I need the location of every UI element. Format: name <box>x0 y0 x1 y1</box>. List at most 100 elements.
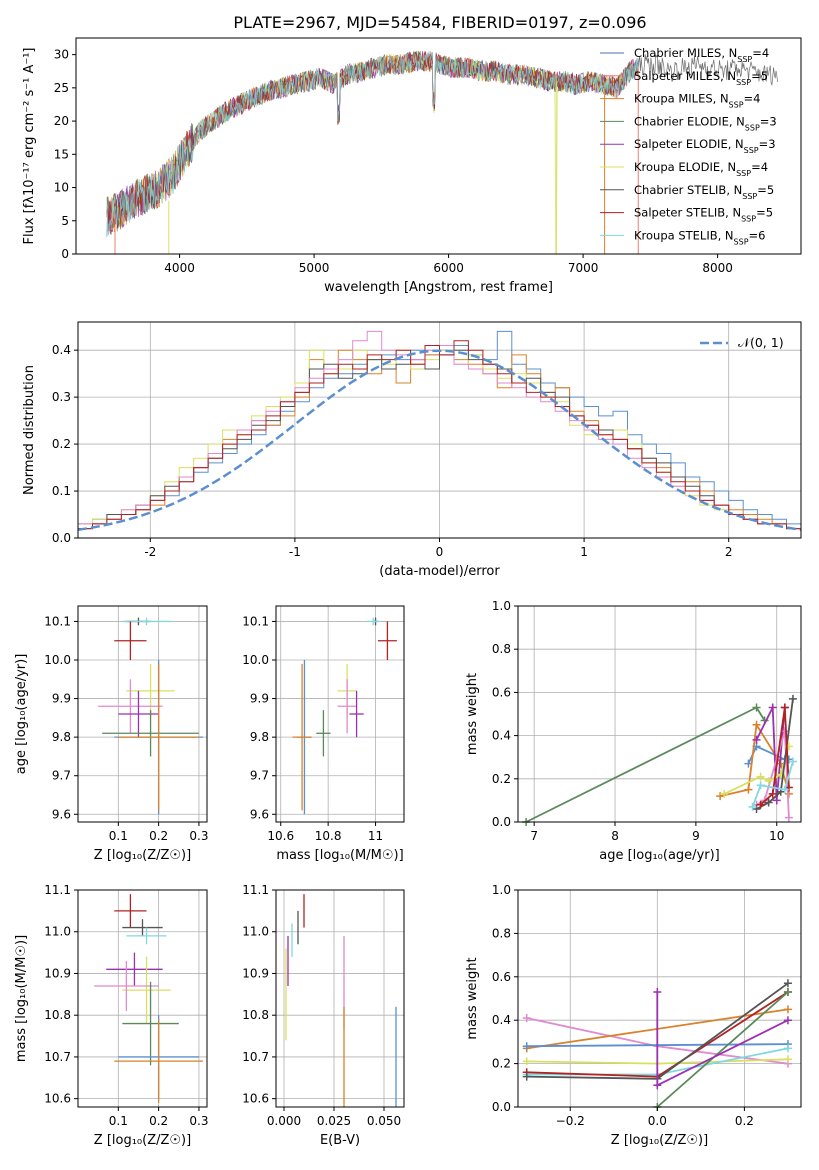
age_vs_mass-ytick-label: 9.8 <box>250 730 269 744</box>
weight_vs_age-point-marker <box>768 789 777 798</box>
spectrum-xtick-label: 7000 <box>568 261 599 275</box>
spectrum-xtick-label: 5000 <box>299 261 330 275</box>
figure-title: PLATE=2967, MJD=54584, FIBERID=0197, z=0… <box>233 13 646 32</box>
weight_vs_Z-point-marker <box>783 979 792 988</box>
residuals-xtick-label: 2 <box>725 545 733 559</box>
residuals-ytick-label: 0.3 <box>52 390 71 404</box>
weight_vs_Z-series-line <box>656 991 789 1108</box>
spectrum-legend-label: Chabrier STELIB, NSSP=5 <box>634 183 774 201</box>
weight_vs_Z-xlabel: Z [log₁₀(Z/Z☉)] <box>611 1133 708 1148</box>
mass_vs_Z-ytick-label: 10.6 <box>44 1092 71 1106</box>
weight_vs_Z-point-marker <box>522 1042 531 1051</box>
age_vs_Z-ylabel: age [log₁₀(age/yr)] <box>14 654 29 775</box>
weight_vs_Z-frame <box>517 889 802 1108</box>
age_vs_Z-ytick-label: 9.7 <box>52 769 71 783</box>
weight_vs_age-point-marker <box>748 802 757 811</box>
weight_vs_age-point-marker <box>780 785 789 794</box>
spectrum-series-line <box>106 50 639 236</box>
weight_vs_age-series-line <box>751 761 794 808</box>
mass_vs_ebv-ytick-label: 10.9 <box>242 966 269 980</box>
residuals-ytick-label: 0.1 <box>52 484 71 498</box>
spectrum-xlabel: wavelength [Angstrom, rest frame] <box>324 280 553 295</box>
spectrum-ytick-label: 20 <box>54 114 69 128</box>
mass_vs_Z-xtick-label: 0.1 <box>109 1114 128 1128</box>
weight_vs_Z-ytick-label: 0.8 <box>492 926 511 940</box>
spectrum-xtick-label: 8000 <box>702 261 733 275</box>
spectrum-frame <box>75 37 802 255</box>
age_vs_Z-ytick-label: 9.6 <box>52 807 71 821</box>
weight_vs_Z-point-marker <box>783 1016 792 1025</box>
weight_vs_Z-xtick-label: 0.2 <box>735 1114 754 1128</box>
age_vs_mass-xtick-label: 10.8 <box>315 829 342 843</box>
spectrum-legend-label: Kroupa MILES, NSSP=4 <box>634 92 760 110</box>
age_vs_mass-frame <box>275 605 405 823</box>
residuals-histogram <box>78 340 801 530</box>
age_vs_mass-ytick-label: 9.9 <box>250 692 269 706</box>
weight_vs_age-point-marker <box>752 805 761 814</box>
spectrum-legend-label: Salpeter ELODIE, NSSP=3 <box>634 137 776 155</box>
weight_vs_Z-ytick-label: 1.0 <box>492 883 511 897</box>
weight_vs_age-point-marker <box>780 703 789 712</box>
weight_vs_Z-point-marker <box>522 1057 531 1066</box>
age_vs_mass-ytick-label: 9.6 <box>250 807 269 821</box>
residuals-ylabel: Normed distribution <box>22 365 37 495</box>
weight_vs_age-point-marker <box>764 798 773 807</box>
spectrum-ytick-label: 0 <box>61 247 69 261</box>
spectrum-xtick-label: 6000 <box>433 261 464 275</box>
spectrum-ytick-label: 25 <box>54 81 69 95</box>
weight_vs_age-xtick-label: 8 <box>611 829 619 843</box>
age_vs_Z-ytick-label: 9.9 <box>52 692 71 706</box>
weight_vs_age-point-marker <box>756 772 765 781</box>
mass_vs_Z-ytick-label: 10.9 <box>44 966 71 980</box>
residuals-xtick-label: 0 <box>436 545 444 559</box>
spectrum-ylabel: Flux [fλ10⁻¹⁷ erg cm⁻² s⁻¹ A⁻¹] <box>22 48 37 245</box>
residuals-xtick-label: -2 <box>144 545 156 559</box>
mass_vs_Z-ytick-label: 11.0 <box>44 925 71 939</box>
mass_vs_ebv-xtick-label: 0.050 <box>367 1114 401 1128</box>
residuals-ytick-label: 0.2 <box>52 437 71 451</box>
residuals-legend-label: 𝒩(0, 1) <box>738 335 784 350</box>
weight_vs_age-point-marker <box>756 781 765 790</box>
age_vs_Z-frame <box>77 605 208 823</box>
mass_vs_ebv-xtick-label: 0.000 <box>267 1114 301 1128</box>
weight_vs_age-ytick-label: 0.6 <box>492 685 511 699</box>
weight_vs_age-point-marker <box>788 757 797 766</box>
mass_vs_ebv-xtick-label: 0.025 <box>317 1114 351 1128</box>
mass_vs_ebv-ytick-label: 11.0 <box>242 925 269 939</box>
spectrum-legend-label: Kroupa STELIB, NSSP=6 <box>634 228 765 246</box>
mass_vs_Z-ytick-label: 10.7 <box>44 1050 71 1064</box>
spectrum-ytick-label: 30 <box>54 48 69 62</box>
weight_vs_age-point-marker <box>752 720 761 729</box>
weight_vs_Z-ytick-label: 0.0 <box>492 1100 511 1114</box>
age_vs_Z-xtick-label: 0.2 <box>149 829 168 843</box>
weight_vs_age-point-marker <box>744 785 753 794</box>
age_vs_Z-xlabel: Z [log₁₀(Z/Z☉)] <box>94 848 191 863</box>
age_vs_mass-xlabel: mass [log₁₀(M/M☉)] <box>276 848 403 863</box>
age_vs_mass-xtick-label: 11 <box>368 829 383 843</box>
weight_vs_Z-point-marker <box>653 1081 662 1090</box>
weight_vs_age-point-marker <box>772 796 781 805</box>
weight_vs_age-series-line <box>755 703 786 801</box>
age_vs_Z-xtick-label: 0.1 <box>109 829 128 843</box>
mass_vs_ebv-ytick-label: 11.1 <box>242 883 269 897</box>
weight_vs_Z-ytick-label: 0.2 <box>492 1057 511 1071</box>
weight_vs_age-xtick-label: 10 <box>769 829 784 843</box>
weight_vs_Z-point-marker <box>522 1072 531 1081</box>
residuals-xlabel: (data-model)/error <box>379 564 500 579</box>
age_vs_mass-xtick-label: 10.6 <box>267 829 294 843</box>
spectrum-xtick-label: 4000 <box>164 261 195 275</box>
weight_vs_age-series-line <box>747 745 789 765</box>
mass_vs_Z-xtick-label: 0.2 <box>149 1114 168 1128</box>
weight_vs_age-series-line <box>525 706 766 823</box>
weight_vs_age-ytick-label: 0.2 <box>492 772 511 786</box>
mass_vs_Z-ytick-label: 10.8 <box>44 1008 71 1022</box>
spectrum-legend-label: Kroupa ELODIE, NSSP=4 <box>634 160 768 178</box>
weight_vs_Z-point-marker <box>783 1044 792 1053</box>
weight_vs_Z-point-marker <box>522 1014 531 1023</box>
weight_vs_age-point-marker <box>784 813 793 822</box>
weight_vs_Z-point-marker <box>653 987 662 996</box>
weight_vs_Z-ytick-label: 0.6 <box>492 970 511 984</box>
age_vs_Z-xtick-label: 0.3 <box>189 829 208 843</box>
weight_vs_age-frame <box>517 605 802 823</box>
